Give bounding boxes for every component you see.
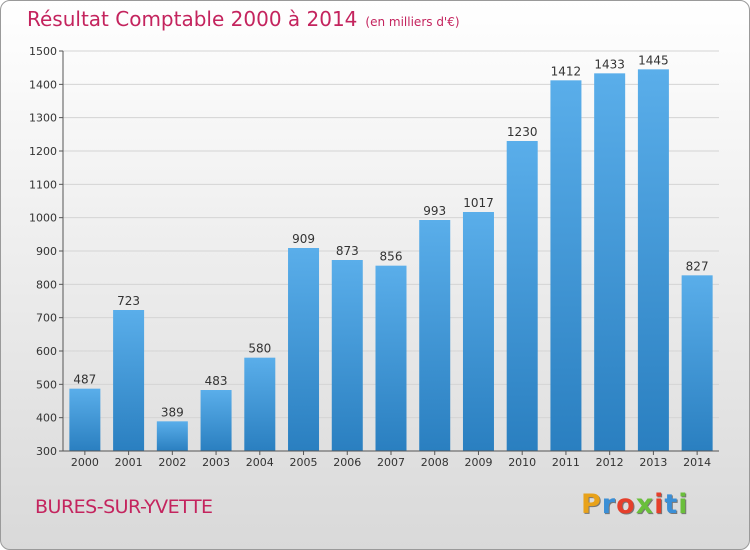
y-tick-label: 500 (36, 378, 57, 391)
x-tick-label: 2003 (202, 456, 230, 469)
data-label: 1412 (551, 64, 582, 78)
x-tick-label: 2008 (421, 456, 449, 469)
x-tick-label: 2011 (552, 456, 580, 469)
bar (244, 357, 276, 451)
x-tick-label: 2014 (683, 456, 711, 469)
bar (637, 69, 669, 451)
x-tick-label: 2009 (464, 456, 492, 469)
bars (69, 69, 713, 451)
x-tick-label: 2005 (290, 456, 318, 469)
data-label: 580 (248, 342, 271, 356)
bar (156, 421, 188, 451)
y-tick-label: 1200 (29, 145, 57, 158)
logo-letter: i (678, 489, 689, 520)
data-label: 856 (380, 250, 403, 264)
y-tick-label: 1400 (29, 78, 57, 91)
data-labels: 487 723 389 483 580 909 873 856 993 1017 1230 1412 1… (73, 53, 708, 419)
data-label: 487 (73, 373, 96, 387)
city-name: BURES-SUR-YVETTE (35, 496, 213, 518)
bar (419, 220, 451, 451)
bar (288, 248, 320, 451)
x-tick-label: 2000 (71, 456, 99, 469)
bar (113, 310, 145, 451)
data-label: 1230 (507, 125, 538, 139)
chart-subtitle: (en milliers d'€) (365, 15, 460, 29)
y-tick-label: 800 (36, 278, 57, 291)
data-label: 723 (117, 294, 140, 308)
data-label: 483 (205, 374, 228, 388)
y-axis-ticks: 300 400 500 600 700 800 900 1000 1100 1200 1300 140… (29, 45, 63, 458)
bar (69, 388, 101, 451)
data-label: 389 (161, 405, 184, 419)
logo-letter: i (654, 489, 665, 520)
bar (375, 265, 407, 451)
data-label: 1445 (638, 53, 669, 67)
y-tick-label: 600 (36, 345, 57, 358)
y-tick-label: 700 (36, 312, 57, 325)
y-tick-label: 1300 (29, 112, 57, 125)
logo-letter: r (601, 489, 617, 520)
x-tick-label: 2013 (639, 456, 667, 469)
y-tick-label: 1100 (29, 178, 57, 191)
bar (506, 141, 538, 451)
bar (200, 390, 232, 451)
data-label: 827 (686, 259, 709, 273)
axes (62, 51, 719, 452)
y-tick-label: 1000 (29, 212, 57, 225)
y-tick-label: 1500 (29, 45, 57, 58)
x-tick-label: 2006 (333, 456, 361, 469)
x-axis-ticks: 2000 2001 2002 2003 2004 2005 2006 2007 2008 2009… (71, 451, 711, 469)
x-tick-label: 2001 (115, 456, 143, 469)
proxiti-logo: Proxiti (581, 489, 689, 520)
bar (331, 260, 363, 451)
data-label: 1433 (594, 57, 625, 71)
bar (550, 80, 582, 451)
x-tick-label: 2002 (158, 456, 186, 469)
data-label: 993 (423, 204, 446, 218)
y-tick-label: 300 (36, 445, 57, 458)
logo-letter: t (664, 489, 679, 520)
bar (462, 212, 494, 451)
bar (681, 275, 713, 451)
x-tick-label: 2004 (246, 456, 274, 469)
logo-letter: o (616, 489, 636, 520)
logo-letter: P (581, 489, 602, 520)
y-tick-label: 900 (36, 245, 57, 258)
data-label: 1017 (463, 196, 494, 210)
bar (594, 73, 626, 451)
data-label: 873 (336, 244, 359, 258)
x-tick-label: 2010 (508, 456, 536, 469)
x-tick-label: 2012 (596, 456, 624, 469)
chart-title: Résultat Comptable 2000 à 2014 (en millie… (27, 7, 460, 31)
y-tick-label: 400 (36, 412, 57, 425)
data-label: 909 (292, 232, 315, 246)
chart-title-text: Résultat Comptable 2000 à 2014 (27, 7, 358, 31)
x-tick-label: 2007 (377, 456, 405, 469)
logo-letter: x (635, 489, 655, 520)
